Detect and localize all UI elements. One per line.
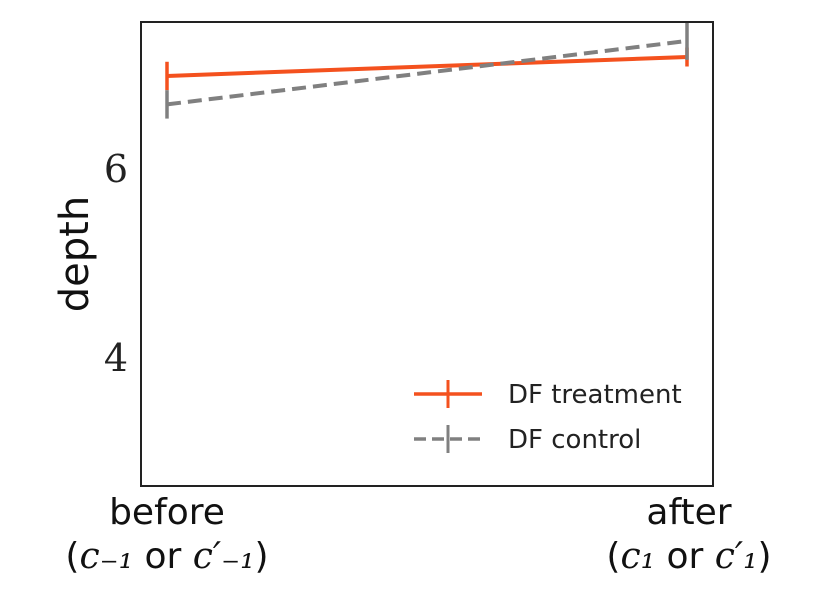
x-category-label-after: after xyxy=(646,492,731,533)
y-ticks: 46 xyxy=(104,147,128,380)
legend-item-control: DF control xyxy=(414,425,641,455)
legend-item-treatment: DF treatment xyxy=(414,380,682,410)
y-tick-label-4: 4 xyxy=(104,336,128,380)
x-category-sublabel-before: (c₋₁ or c′₋₁) xyxy=(65,536,268,577)
series-line-control xyxy=(166,38,688,107)
x-category-sublabel-after: (c₁ or c′₁) xyxy=(606,536,771,577)
sublabel-part-sub-open: ( xyxy=(65,536,79,577)
sublabel-part-sub-math: c₁ xyxy=(620,536,655,577)
sublabel-part-sub-mid: or xyxy=(133,536,193,577)
series-layer xyxy=(165,22,689,119)
sublabel-part-sub-close: ) xyxy=(255,536,269,577)
x-category-label-before: before xyxy=(109,492,225,533)
sublabel-part-sub-math: c₋₁ xyxy=(79,536,133,577)
y-tick-label-6: 6 xyxy=(104,147,128,191)
plot-frame xyxy=(140,21,714,487)
sublabel-part-sub-close: ) xyxy=(758,536,772,577)
sublabel-part-sub-mid: or xyxy=(655,536,715,577)
sublabel-part-sub-math2: c′₁ xyxy=(715,536,758,577)
sublabel-part-sub-math2: c′₋₁ xyxy=(193,536,255,577)
legend: DF treatment DF control xyxy=(414,380,682,455)
legend-label-treatment: DF treatment xyxy=(508,380,682,410)
legend-label-control: DF control xyxy=(508,425,641,455)
series-line-treatment xyxy=(166,55,688,78)
y-axis-label: depth xyxy=(52,196,98,312)
sublabel-part-sub-open: ( xyxy=(606,536,620,577)
x-category-labels: before(c₋₁ or c′₋₁)after(c₁ or c′₁) xyxy=(65,492,771,577)
